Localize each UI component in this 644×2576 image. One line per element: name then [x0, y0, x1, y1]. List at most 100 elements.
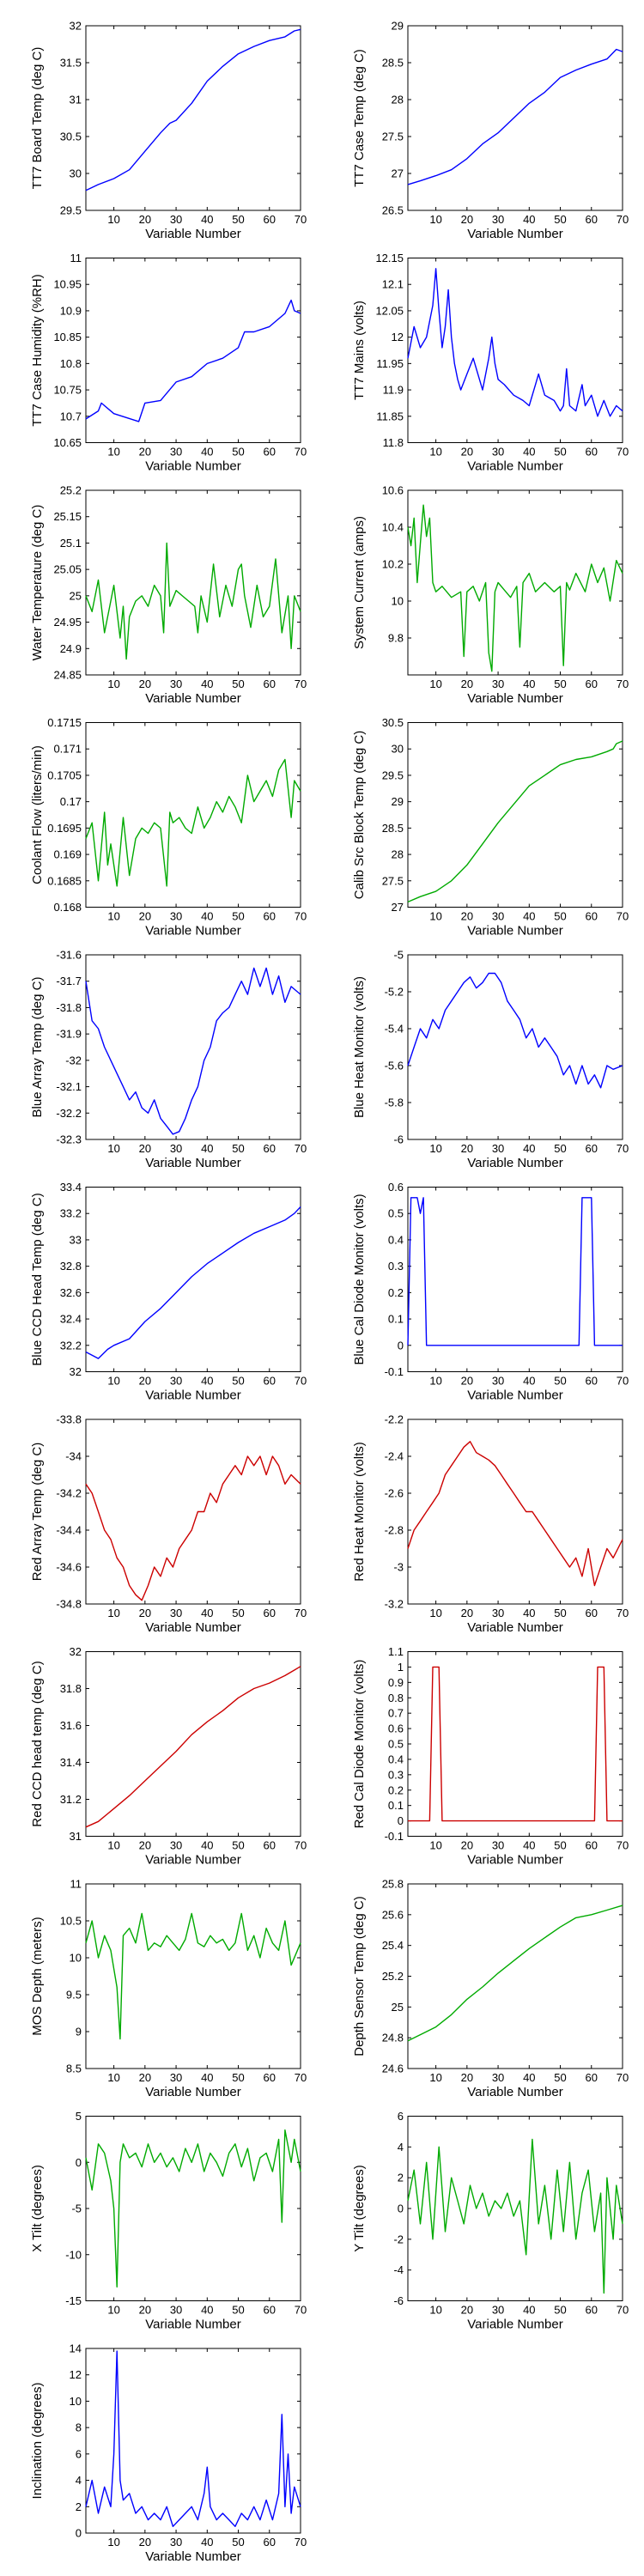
y-axis-label: Blue Array Temp (deg C): [30, 977, 45, 1118]
x-tick-label: 60: [264, 446, 276, 459]
x-tick-label: 40: [523, 1375, 535, 1388]
x-tick-label: 20: [461, 2304, 473, 2317]
series-line: [85, 2350, 301, 2528]
y-tick-label: 0.6: [388, 1722, 404, 1735]
y-axis-label: Coolant Flow (liters/min): [30, 745, 45, 884]
x-tick-label: 40: [201, 446, 213, 459]
x-tick-label: 20: [461, 1839, 473, 1852]
y-tick-label: -0.1: [385, 1830, 404, 1843]
y-tick-label: 32.8: [60, 1260, 82, 1273]
plot-frame: [407, 1883, 623, 2069]
y-tick-label: 24.85: [53, 669, 82, 682]
y-tick-label: 0.5: [388, 1207, 404, 1220]
x-tick-label: 30: [492, 1607, 504, 1619]
y-tick-label: 0.8: [388, 1692, 404, 1704]
y-tick-label: 0.5: [388, 1738, 404, 1751]
x-tick-label: 60: [264, 1375, 276, 1388]
y-tick-label: 28: [392, 94, 404, 106]
x-tick-label: 30: [492, 2304, 504, 2317]
x-tick-label: 40: [523, 1839, 535, 1852]
x-axis-label: Variable Number: [145, 924, 240, 939]
x-tick-label: 50: [232, 1607, 244, 1619]
y-tick-label: 32: [70, 1365, 82, 1378]
y-tick-label: 29: [392, 795, 404, 808]
x-tick-label: 10: [107, 446, 119, 459]
x-tick-label: 10: [107, 910, 119, 923]
plot-frame: [85, 25, 301, 211]
y-tick-label: 24.8: [382, 2032, 404, 2044]
chart-3: 10 20 30 40 50 60 70 10.65 10.7 10.75 10.8 10.85 10.…: [30, 252, 307, 474]
y-tick-label: -34: [65, 1450, 82, 1463]
y-tick-label: -31.9: [56, 1028, 82, 1041]
y-tick-label: 0.4: [388, 1753, 404, 1765]
y-axis-label: Inclination (degrees): [30, 2383, 45, 2500]
plot-frame: [407, 954, 623, 1140]
x-tick-label: 70: [295, 2536, 307, 2549]
x-axis-label: Variable Number: [467, 2085, 562, 2099]
x-tick-label: 10: [429, 1375, 441, 1388]
y-tick-label: -6: [393, 2294, 404, 2307]
y-tick-label: 4: [76, 2474, 82, 2487]
x-tick-label: 20: [139, 677, 151, 690]
x-tick-label: 60: [264, 2304, 276, 2317]
x-tick-label: 10: [429, 446, 441, 459]
y-tick-label: -3.2: [385, 1598, 404, 1611]
x-tick-label: 40: [523, 677, 535, 690]
y-axis-label: Red Cal Diode Monitor (volts): [352, 1660, 367, 1829]
y-tick-label: 25.2: [382, 1970, 404, 1983]
y-tick-label: -2: [393, 2233, 404, 2245]
y-tick-label: 5: [76, 2110, 82, 2123]
y-tick-label: 11.85: [376, 410, 404, 422]
plot-frame: [407, 25, 623, 211]
x-tick-label: 60: [586, 910, 598, 923]
y-tick-label: 11.8: [383, 436, 404, 449]
y-tick-label: -5.4: [385, 1023, 404, 1036]
x-tick-label: 20: [139, 2536, 151, 2549]
series-line: [407, 972, 623, 1089]
x-tick-label: 10: [107, 677, 119, 690]
plot-frame: [407, 2116, 623, 2301]
x-tick-label: 50: [554, 446, 566, 459]
y-tick-label: 10.85: [53, 331, 82, 343]
x-tick-label: 40: [523, 2304, 535, 2317]
x-tick-label: 10: [107, 1375, 119, 1388]
y-tick-label: 10.75: [53, 384, 82, 397]
y-tick-label: -2.8: [385, 1524, 404, 1537]
y-tick-label: 10.65: [53, 436, 82, 449]
x-tick-label: 50: [232, 1142, 244, 1155]
y-tick-label: -31.6: [56, 949, 82, 962]
x-axis-label: Variable Number: [467, 924, 562, 939]
y-tick-label: 11: [70, 1878, 82, 1891]
y-tick-label: 25: [392, 2001, 404, 2014]
y-tick-label: 9: [76, 2026, 82, 2038]
x-tick-label: 30: [492, 1142, 504, 1155]
y-tick-label: 8.5: [66, 2063, 82, 2075]
x-tick-label: 30: [492, 1375, 504, 1388]
x-tick-label: 30: [492, 1839, 504, 1852]
x-axis-label: Variable Number: [145, 1156, 240, 1170]
x-tick-label: 70: [295, 677, 307, 690]
x-tick-label: 30: [492, 677, 504, 690]
x-axis-label: Variable Number: [467, 691, 562, 706]
series-line: [407, 2138, 623, 2294]
x-tick-label: 70: [295, 1142, 307, 1155]
x-tick-label: 50: [232, 213, 244, 226]
x-tick-label: 20: [139, 1142, 151, 1155]
y-axis-label: Red Array Temp (deg C): [30, 1443, 45, 1581]
x-tick-label: 20: [461, 910, 473, 923]
x-tick-label: 40: [523, 213, 535, 226]
chart-7: 10 20 30 40 50 60 70 0.168 0.1685 0.169 0.1695 0.17…: [30, 716, 307, 939]
y-tick-label: -34.4: [56, 1524, 82, 1537]
plot-frame: [85, 1187, 301, 1372]
x-tick-label: 50: [232, 446, 244, 459]
x-tick-label: 20: [461, 446, 473, 459]
y-tick-label: 9.8: [388, 632, 404, 645]
x-tick-label: 50: [554, 213, 566, 226]
y-tick-label: 0: [398, 2202, 404, 2215]
y-tick-label: 30: [392, 743, 404, 756]
y-tick-label: -32.3: [56, 1133, 82, 1146]
y-axis-label: Depth Sensor Temp (deg C): [352, 1896, 367, 2056]
y-tick-label: 28.5: [382, 822, 404, 835]
x-tick-label: 40: [201, 2071, 213, 2084]
y-tick-label: -32.1: [56, 1080, 82, 1093]
